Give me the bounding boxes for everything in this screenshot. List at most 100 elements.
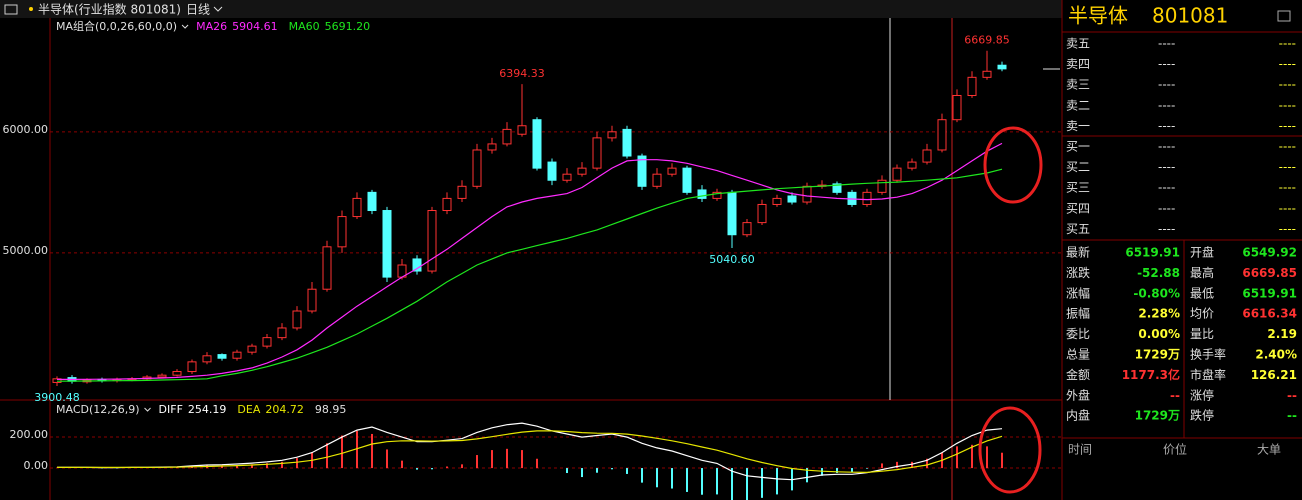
candle-body — [832, 183, 842, 193]
book-volume: ---- — [1279, 160, 1296, 174]
candle-body — [382, 210, 392, 278]
candle-body — [172, 371, 182, 376]
stat-label: 总量 — [1066, 348, 1090, 362]
stat-value: 2.19 — [1267, 327, 1297, 341]
candle-body — [742, 222, 752, 236]
candle-body — [217, 354, 227, 359]
dea-line — [57, 430, 1003, 474]
legend-name: DEA — [237, 403, 260, 416]
book-label: 卖一 — [1066, 119, 1090, 133]
candle-body — [262, 337, 272, 347]
stat-label: 市盘率 — [1190, 367, 1226, 382]
candle-body — [367, 191, 377, 212]
y-tick-label: 0.00 — [24, 459, 49, 472]
book-price: ---- — [1158, 37, 1175, 51]
book-price: ---- — [1158, 98, 1175, 112]
header-bar — [0, 0, 1062, 18]
stat-value: 6519.91 — [1242, 286, 1297, 300]
dropdown-arrow[interactable] — [213, 6, 223, 12]
chart-title[interactable]: 半导体(行业指数 801081) — [38, 2, 181, 17]
candle-body — [352, 197, 362, 218]
book-label: 买一 — [1066, 140, 1090, 154]
panel-icon[interactable] — [1277, 10, 1291, 22]
candle-body — [337, 216, 347, 248]
candle-body — [727, 191, 737, 236]
book-price: ---- — [1158, 57, 1175, 71]
book-volume: ---- — [1279, 140, 1296, 154]
book-label: 卖四 — [1066, 57, 1090, 71]
legend-value: 98.95 — [315, 403, 347, 416]
status-dot — [29, 7, 33, 11]
macd-legend-bg — [52, 402, 352, 417]
legend-value: 5691.20 — [325, 20, 371, 33]
candle-body — [667, 167, 677, 175]
legend-value: 204.72 — [265, 403, 304, 416]
book-volume: ---- — [1279, 37, 1296, 51]
stat-value: -- — [1287, 409, 1297, 423]
stat-label: 最新 — [1066, 245, 1090, 260]
footer-tab[interactable]: 大单 — [1257, 443, 1281, 457]
candle-body — [637, 155, 647, 187]
candle-body — [307, 288, 317, 312]
book-volume: ---- — [1279, 222, 1296, 236]
book-price: ---- — [1158, 119, 1175, 133]
book-volume: ---- — [1279, 119, 1296, 133]
stat-value: 1729万 — [1135, 409, 1180, 423]
book-price: ---- — [1158, 201, 1175, 215]
stat-label: 内盘 — [1066, 408, 1090, 423]
book-label: 卖二 — [1066, 98, 1090, 112]
stat-label: 最高 — [1190, 265, 1214, 280]
stat-value: -- — [1287, 388, 1297, 402]
candle-body — [697, 189, 707, 199]
period-selector[interactable]: 日线 — [186, 3, 210, 17]
stat-label: 涨跌 — [1066, 265, 1090, 280]
dropdown-arrow — [181, 24, 189, 29]
candle-body — [922, 149, 932, 163]
book-price: ---- — [1158, 222, 1175, 236]
candle-body — [577, 167, 587, 175]
candle-body — [877, 179, 887, 193]
book-label: 买二 — [1066, 160, 1090, 174]
book-volume: ---- — [1279, 78, 1296, 92]
book-label: 买四 — [1066, 201, 1090, 215]
ma-line — [56, 168, 1003, 382]
candle-body — [892, 167, 902, 181]
candle-body — [232, 351, 242, 359]
window-icon[interactable] — [4, 4, 18, 15]
candle-body — [247, 345, 257, 353]
stat-value: 126.21 — [1251, 368, 1297, 382]
candle-body — [547, 161, 557, 181]
candle-body — [187, 361, 197, 373]
book-label: 买三 — [1066, 181, 1090, 195]
stat-value: 6549.92 — [1242, 246, 1297, 260]
price-annotation: 3900.48 — [34, 391, 80, 404]
diff-line — [56, 422, 1003, 481]
legend-name: DIFF — [159, 403, 183, 416]
y-tick-label: 5000.00 — [3, 244, 49, 257]
stat-label: 换手率 — [1190, 347, 1226, 362]
price-annotation: 6394.33 — [499, 67, 545, 80]
book-price: ---- — [1158, 181, 1175, 195]
footer-tab[interactable]: 时间 — [1068, 443, 1092, 457]
stat-label: 振幅 — [1066, 306, 1090, 321]
macd-title: MACD(12,26,9) — [56, 403, 140, 416]
candle-body — [457, 185, 467, 199]
candle-body — [322, 246, 332, 290]
candle-body — [907, 161, 917, 169]
candle-body — [682, 167, 692, 193]
candle-body — [502, 128, 512, 145]
stat-value: -52.88 — [1137, 266, 1180, 280]
quote-name: 半导体 — [1068, 4, 1128, 28]
stat-label: 开盘 — [1190, 245, 1214, 260]
stat-label: 涨幅 — [1066, 285, 1090, 300]
highlight-circle — [978, 406, 1042, 494]
footer-tab[interactable]: 价位 — [1163, 442, 1187, 457]
stat-label: 外盘 — [1066, 387, 1090, 402]
stat-value: 6519.91 — [1125, 246, 1180, 260]
candle-body — [862, 191, 872, 205]
candle-body — [292, 310, 302, 329]
candle-body — [157, 374, 167, 378]
candle-body — [652, 173, 662, 187]
stat-value: 2.40% — [1255, 348, 1297, 362]
